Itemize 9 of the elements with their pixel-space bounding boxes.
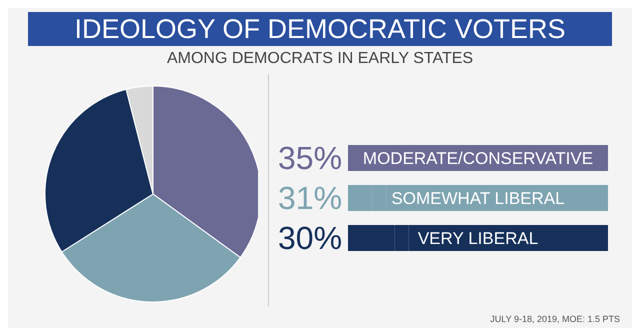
legend-label: MODERATE/CONSERVATIVE <box>362 149 594 168</box>
chart-subtitle: AMONG DEMOCRATS IN EARLY STATES <box>166 50 474 68</box>
data-label: 31% <box>278 180 344 216</box>
legend-label: SOMEWHAT LIBERAL <box>391 189 565 208</box>
chart-title: IDEOLOGY OF DEMOCRATIC VOTERS <box>28 12 612 46</box>
text: JULY 9-18, 2019, MOE: 1.5 PTS <box>490 314 620 324</box>
data-label: 35% <box>278 140 344 176</box>
legend-label: VERY LIBERAL <box>418 229 538 248</box>
data-label: 30% <box>278 220 344 256</box>
